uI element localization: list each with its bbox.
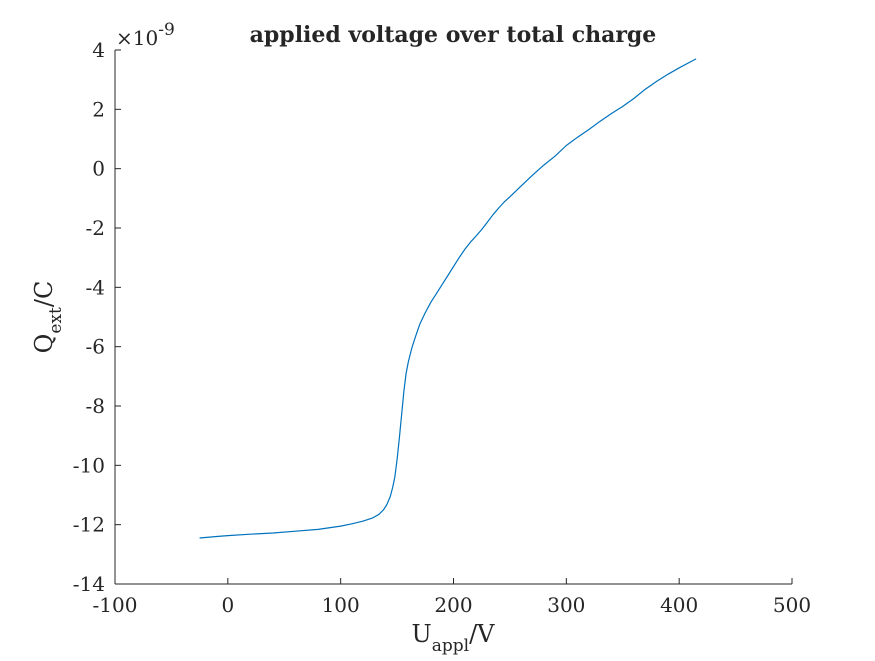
y-tick-label: 2: [92, 97, 105, 121]
x-axis-label-unit: /V: [469, 620, 495, 648]
x-tick-label: 100: [322, 593, 360, 617]
y-axis-label: Qext/C: [30, 281, 66, 354]
ticks: -100 0 100 200 300 400 500 -14 -12 -10 -8 -6 -4 -2 0 2 4: [73, 38, 811, 617]
y-exponent-label: ×10-9: [116, 20, 175, 50]
x-tick-label: 400: [660, 593, 698, 617]
y-tick-label: 4: [92, 38, 105, 62]
x-tick-label: 200: [434, 593, 472, 617]
y-tick-label: -6: [86, 335, 105, 359]
y-tick-label: 0: [92, 157, 105, 181]
y-tick-label: -12: [73, 513, 105, 537]
x-tick-label: 0: [221, 593, 234, 617]
y-tick-label: -2: [86, 216, 105, 240]
series-line: [199, 58, 697, 539]
axes: [114, 50, 792, 585]
x-tick-label: 500: [773, 593, 811, 617]
y-tick-label: -14: [73, 572, 105, 596]
y-tick-label: -8: [86, 394, 105, 418]
y-tick-label: -4: [86, 275, 105, 299]
x-tick-label: 300: [547, 593, 585, 617]
x-tick-label: -100: [93, 593, 138, 617]
svg-text:Uappl/V: Uappl/V: [412, 620, 496, 656]
svg-text:Qext/C: Qext/C: [30, 281, 66, 354]
y-axis-label-main: Q: [30, 334, 58, 354]
x-axis-label-main: U: [412, 620, 432, 648]
y-axis-label-sub: ext: [46, 307, 66, 334]
y-exponent-base: ×10: [116, 26, 158, 50]
x-axis-label: Uappl/V: [412, 620, 496, 656]
series-layer: [199, 58, 697, 539]
y-tick-label: -10: [73, 453, 105, 477]
y-axis-label-unit: /C: [30, 281, 58, 307]
svg-text:×10-9: ×10-9: [116, 20, 175, 50]
x-axis-label-sub: appl: [432, 636, 469, 656]
chart-title: applied voltage over total charge: [250, 22, 657, 48]
y-exponent-power: -9: [158, 20, 175, 40]
